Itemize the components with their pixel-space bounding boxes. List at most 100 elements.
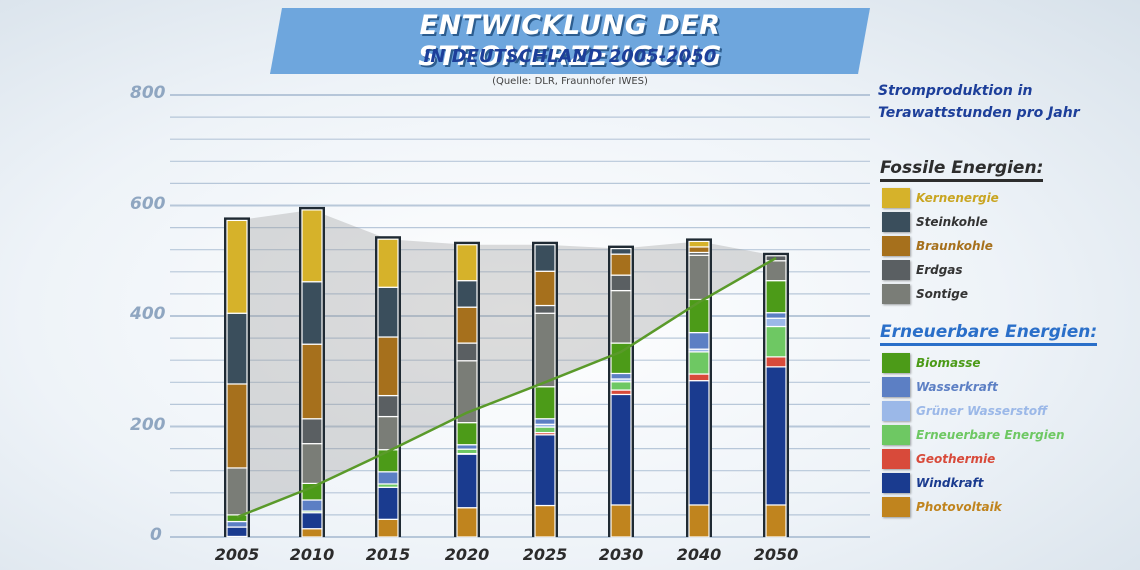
bar-segment: [534, 244, 556, 272]
bar-segment: [765, 312, 787, 319]
bar-segment: [377, 415, 399, 451]
x-tick-label: 2020: [444, 545, 490, 564]
legend-swatch: [882, 284, 910, 304]
bar-2050: [763, 252, 789, 538]
bar-segment: [377, 449, 399, 473]
bar-segment: [377, 394, 399, 418]
bar-segment: [456, 453, 478, 509]
bar-segment: [610, 247, 632, 255]
legend-swatch: [882, 260, 910, 280]
y-tick-label: 200: [130, 414, 166, 435]
y-tick-label: 0: [150, 525, 162, 545]
bar-segment: [765, 504, 787, 538]
legend-label: Grüner Wasserstoff: [916, 404, 1048, 418]
bar-segment: [226, 383, 248, 469]
bar-segment: [301, 418, 323, 445]
title-banner: [270, 8, 870, 74]
bar-segment: [456, 448, 478, 455]
bar-segment: [765, 325, 787, 358]
y-tick-label: 400: [130, 304, 166, 324]
bar-segment: [534, 270, 556, 307]
legend-item: Erdgas: [882, 260, 963, 280]
bar-2015: [375, 236, 401, 538]
bar-segment: [301, 528, 323, 538]
bar-segment: [456, 444, 478, 450]
legend-item: Grüner Wasserstoff: [882, 401, 1047, 421]
legend-swatch: [882, 497, 910, 517]
bar-segment: [456, 244, 478, 282]
bar-segment: [456, 422, 478, 446]
bar-segment: [377, 471, 399, 485]
bar-segment: [226, 526, 248, 538]
bar-segment: [534, 386, 556, 420]
legend-label: Steinkohle: [916, 215, 988, 229]
bar-2005: [224, 217, 250, 538]
legend-swatch: [882, 449, 910, 469]
bar-2025: [532, 241, 558, 538]
bar-segment: [688, 298, 710, 334]
bar-segment: [688, 380, 710, 506]
chart-title-line2: IN DEUTSCHLAND 2005-2050: [423, 46, 717, 67]
bar-segment: [301, 209, 323, 283]
legend-item: Erneuerbare Energien: [882, 425, 1065, 445]
legend-label: Geothermie: [916, 452, 996, 466]
y-tick-label: 800: [130, 83, 166, 103]
bar-segment: [610, 393, 632, 506]
bar-segment: [765, 366, 787, 506]
legend-swatch: [882, 353, 910, 373]
bar-segment: [688, 246, 710, 254]
legend-swatch: [882, 236, 910, 256]
bar-segment: [765, 260, 787, 282]
legend-label: Windkraft: [916, 476, 984, 490]
legend-label: Wasserkraft: [916, 380, 998, 394]
bar-segment: [688, 373, 710, 382]
bar-segment: [377, 336, 399, 397]
legend-label: Photovoltaik: [916, 500, 1002, 514]
bar-segment: [226, 219, 248, 314]
bar-segment: [610, 274, 632, 292]
bar-segment: [534, 504, 556, 538]
x-tick-label: 2040: [676, 545, 722, 564]
bar-segment: [610, 504, 632, 538]
chart-subtitle: Stromproduktion in Terawattstunden pro J…: [878, 83, 1080, 121]
bar-segment: [610, 253, 632, 276]
x-tick-label: 2015: [365, 545, 411, 564]
bar-segment: [301, 281, 323, 345]
bar-segment: [534, 304, 556, 314]
legend-label: Sontige: [916, 287, 969, 301]
legend-swatch: [882, 377, 910, 397]
bar-segment: [610, 381, 632, 391]
bar-segment: [301, 499, 323, 512]
legend-label: Biomasse: [916, 356, 981, 370]
bar-segment: [610, 372, 632, 380]
legend-swatch: [882, 188, 910, 208]
bar-segment: [226, 312, 248, 385]
bar-2030: [608, 245, 634, 538]
bar-segment: [301, 343, 323, 420]
x-tick-label: 2010: [289, 545, 335, 564]
bar-segment: [688, 254, 710, 301]
legend-label: Erneuerbare Energien: [916, 428, 1065, 442]
bar-segment: [610, 389, 632, 396]
legend-item: Biomasse: [882, 353, 981, 373]
bar-2040: [686, 238, 712, 538]
x-tick-label: 2050: [753, 545, 799, 564]
bar-segment: [377, 518, 399, 538]
bar-segment: [226, 520, 248, 528]
legend-heading-renewable: Erneuerbare Energien:: [880, 322, 1098, 346]
legend-label: Erdgas: [916, 263, 963, 277]
bar-segment: [765, 280, 787, 314]
bar-segment: [610, 289, 632, 344]
legend-heading-fossil: Fossile Energien:: [880, 158, 1044, 182]
bar-segment: [765, 356, 787, 368]
bar-segment: [534, 418, 556, 425]
legend-item: Steinkohle: [882, 212, 988, 232]
legend-item: Kernenergie: [882, 188, 999, 208]
legend-item: Sontige: [882, 284, 968, 304]
bar-segment: [456, 342, 478, 362]
legend-item: Braunkohle: [882, 236, 993, 256]
x-tick-label: 2025: [522, 545, 568, 564]
legend-swatch: [882, 473, 910, 493]
bar-segment: [456, 306, 478, 344]
